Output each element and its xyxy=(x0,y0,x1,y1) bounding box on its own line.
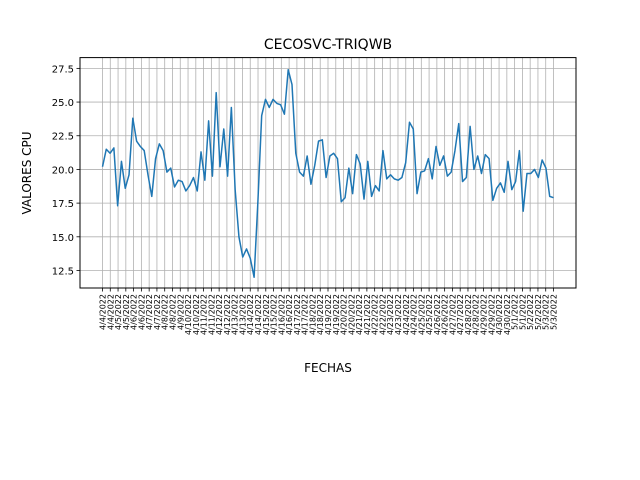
x-tick-label: 4/17/2022 xyxy=(301,294,310,335)
x-tick-label: 4/8/2022 xyxy=(168,294,177,330)
y-tick-label: 25.0 xyxy=(52,98,74,109)
x-tick-label: 4/26/2022 xyxy=(441,294,450,335)
x-tick-label: 4/18/2022 xyxy=(308,294,317,335)
x-tick-label: 4/30/2022 xyxy=(503,294,512,335)
x-tick-label: 4/16/2022 xyxy=(285,294,294,335)
x-tick-label: 4/27/2022 xyxy=(448,294,457,335)
y-tick-label: 15.0 xyxy=(52,233,74,244)
x-tick-label: 5/1/2022 xyxy=(518,294,527,330)
x-tick-label: 4/20/2022 xyxy=(340,294,349,335)
x-tick-label: 4/6/2022 xyxy=(137,294,146,330)
x-tick-label: 4/7/2022 xyxy=(145,294,154,330)
x-tick-label: 4/17/2022 xyxy=(293,294,302,335)
x-tick-label: 4/19/2022 xyxy=(332,294,341,335)
x-tick-label: 5/2/2022 xyxy=(526,294,535,330)
x-tick-label: 4/29/2022 xyxy=(487,294,496,335)
x-tick-label: 4/22/2022 xyxy=(371,294,380,335)
x-tick-label: 4/8/2022 xyxy=(161,294,170,330)
x-tick-label: 4/29/2022 xyxy=(480,294,489,335)
x-tick-label: 4/11/2022 xyxy=(200,294,209,335)
x-tick-label: 4/14/2022 xyxy=(246,294,255,335)
x-tick-label: 4/21/2022 xyxy=(363,294,372,335)
x-tick-label: 5/2/2022 xyxy=(534,294,543,330)
x-tick-label: 4/12/2022 xyxy=(223,294,232,335)
x-tick-label: 5/3/2022 xyxy=(542,294,551,330)
x-tick-label: 4/23/2022 xyxy=(386,294,395,335)
x-tick-label: 4/7/2022 xyxy=(153,294,162,330)
x-tick-label: 4/5/2022 xyxy=(122,294,131,330)
y-tick-label: 17.5 xyxy=(52,199,74,210)
x-tick-label: 5/3/2022 xyxy=(550,294,559,330)
x-tick-label: 4/10/2022 xyxy=(184,294,193,335)
x-tick-label: 4/25/2022 xyxy=(417,294,426,335)
x-tick-label: 4/25/2022 xyxy=(425,294,434,335)
x-tick-label: 4/10/2022 xyxy=(192,294,201,335)
x-tick-label: 4/13/2022 xyxy=(231,294,240,335)
x-tick-label: 4/13/2022 xyxy=(238,294,247,335)
x-tick-label: 5/1/2022 xyxy=(511,294,520,330)
axis-ticks: 12.5 15.0 17.5 20.0 22.5 25.0 27.5 4/4/20224/4/… xyxy=(52,64,559,335)
x-tick-label: 4/11/2022 xyxy=(207,294,216,335)
x-tick-label: 4/22/2022 xyxy=(378,294,387,335)
x-tick-label: 4/19/2022 xyxy=(324,294,333,335)
x-axis-label: FECHAS xyxy=(304,361,352,375)
y-axis-label: VALORES CPU xyxy=(20,131,34,214)
x-tick-label: 4/4/2022 xyxy=(99,294,108,330)
x-tick-label: 4/20/2022 xyxy=(347,294,356,335)
x-tick-label: 4/4/2022 xyxy=(106,294,115,330)
x-tick-label: 4/26/2022 xyxy=(433,294,442,335)
x-tick-label: 4/27/2022 xyxy=(456,294,465,335)
x-tick-label: 4/18/2022 xyxy=(316,294,325,335)
x-tick-label: 4/21/2022 xyxy=(355,294,364,335)
x-tick-label: 4/16/2022 xyxy=(277,294,286,335)
cpu-series-line xyxy=(101,68,554,278)
x-tick-label: 4/15/2022 xyxy=(262,294,271,335)
plot-frame xyxy=(79,57,577,289)
y-tick-label: 22.5 xyxy=(52,132,74,143)
x-tick-label: 4/28/2022 xyxy=(472,294,481,335)
x-tick-label: 4/30/2022 xyxy=(495,294,504,335)
x-tick-label: 4/5/2022 xyxy=(114,294,123,330)
x-tick-label: 4/24/2022 xyxy=(402,294,411,335)
x-tick-label: 4/24/2022 xyxy=(410,294,419,335)
x-tick-label: 4/6/2022 xyxy=(130,294,139,330)
x-tick-label: 4/15/2022 xyxy=(270,294,279,335)
x-tick-label: 4/12/2022 xyxy=(215,294,224,335)
x-tick-label: 4/28/2022 xyxy=(464,294,473,335)
grid-lines xyxy=(80,57,576,288)
y-tick-label: 12.5 xyxy=(52,266,74,277)
y-tick-label: 27.5 xyxy=(52,64,74,75)
x-tick-label: 4/23/2022 xyxy=(394,294,403,335)
x-tick-label: 4/14/2022 xyxy=(254,294,263,335)
chart-title: CECOSVC-TRIQWB xyxy=(264,37,392,53)
x-tick-label: 4/9/2022 xyxy=(176,294,185,330)
y-tick-label: 20.0 xyxy=(52,165,74,176)
